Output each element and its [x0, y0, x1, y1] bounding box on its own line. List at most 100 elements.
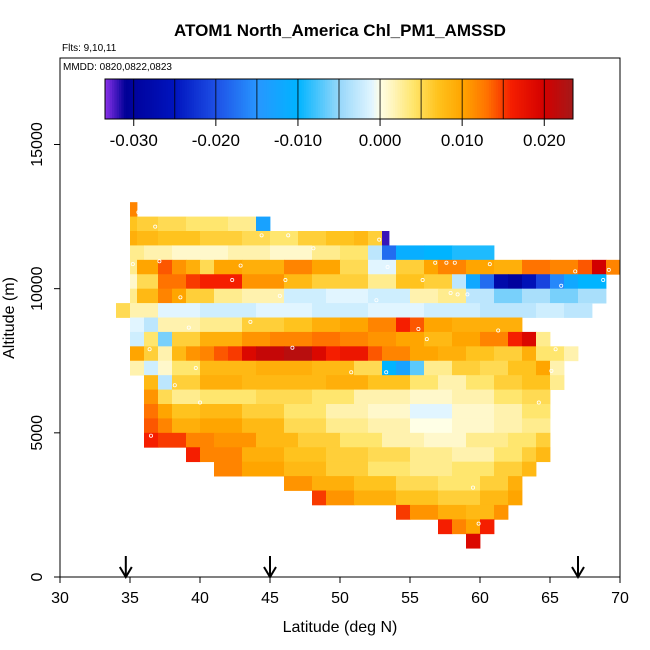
- dates-label: MMDD: 0820,0822,0823: [63, 62, 172, 73]
- heatmap-cell: [424, 259, 439, 275]
- heatmap-cell: [158, 375, 173, 390]
- sample-point: [186, 325, 191, 330]
- colorbar-swatch: [362, 79, 366, 119]
- heatmap-cell: [284, 404, 327, 419]
- heatmap-cell: [172, 346, 187, 362]
- colorbar-tick-label: 0.000: [359, 131, 402, 150]
- colorbar-swatch: [247, 79, 251, 119]
- colorbar-swatch: [182, 79, 186, 119]
- colorbar-swatch: [315, 79, 319, 119]
- colorbar-swatch: [514, 79, 518, 119]
- colorbar-swatch: [392, 79, 396, 119]
- heatmap-cell: [536, 432, 551, 448]
- heatmap-cell: [494, 259, 523, 275]
- colorbar-swatch: [308, 79, 312, 119]
- colorbar-swatch: [470, 79, 473, 119]
- colorbar-swatch: [184, 79, 188, 119]
- heatmap-cell: [116, 303, 131, 318]
- colorbar-swatch: [158, 79, 162, 119]
- colorbar-swatch: [484, 79, 487, 119]
- sample-point: [172, 383, 177, 388]
- heatmap-cell: [130, 216, 138, 232]
- colorbar-swatch: [516, 79, 520, 119]
- heatmap-cell: [270, 231, 299, 246]
- heatmap-cell: [284, 317, 313, 333]
- colorbar-swatch: [193, 79, 197, 119]
- colorbar-swatch: [163, 79, 167, 119]
- heatmap-cell: [452, 360, 481, 376]
- heatmap-cell: [186, 288, 215, 304]
- heatmap-cell: [494, 274, 509, 290]
- heatmap-cell: [494, 461, 523, 477]
- colorbar-swatch: [238, 79, 242, 119]
- heatmap-cell: [438, 504, 467, 520]
- colorbar-swatch: [322, 79, 326, 119]
- heatmap-cell: [158, 331, 173, 347]
- heatmap-cell: [256, 432, 299, 448]
- heatmap-cell: [284, 461, 327, 477]
- colorbar-tick-label: -0.010: [274, 131, 322, 150]
- colorbar-swatch: [266, 79, 270, 119]
- heatmap-cell: [284, 447, 327, 463]
- heatmap-cell: [144, 331, 159, 347]
- heatmap-cell: [480, 519, 495, 535]
- heatmap-cell: [466, 259, 495, 275]
- colorbar-swatch: [313, 79, 317, 119]
- heatmap-cell: [242, 346, 257, 362]
- heatmap-cell: [130, 288, 138, 304]
- colorbar-swatch: [453, 79, 457, 119]
- sample-point: [286, 233, 291, 238]
- heatmap-cell: [200, 404, 243, 419]
- colorbar-swatch: [486, 79, 490, 119]
- colorbar-swatch: [200, 79, 204, 119]
- heatmap-cell: [200, 389, 257, 405]
- heatmap-cell: [326, 447, 369, 463]
- colorbar-swatch: [210, 79, 214, 119]
- heatmap-cell: [200, 274, 243, 290]
- colorbar-swatch: [285, 79, 289, 119]
- heatmap-cell: [130, 245, 145, 261]
- colorbar-swatch: [341, 79, 345, 119]
- colorbar-swatch: [432, 79, 436, 119]
- colorbar-swatch: [418, 79, 422, 119]
- colorbar-swatch: [381, 79, 384, 119]
- colorbar-tick-label: 0.020: [523, 131, 566, 150]
- colorbar-swatch: [491, 79, 494, 119]
- heatmap-cell: [130, 274, 138, 290]
- chart-title: ATOM1 North_America Chl_PM1_AMSSD: [174, 21, 506, 40]
- colorbar-swatch: [107, 79, 111, 119]
- colorbar-swatch: [123, 79, 127, 119]
- colorbar-swatch: [561, 79, 565, 119]
- colorbar-swatch: [257, 79, 260, 119]
- colorbar-swatch: [385, 79, 389, 119]
- heatmap-cell: [214, 346, 229, 362]
- heatmap-cell: [312, 245, 341, 261]
- colorbar-swatch: [121, 79, 125, 119]
- heatmap-cell: [312, 331, 341, 347]
- sample-point: [148, 433, 153, 438]
- heatmap-cell: [256, 360, 313, 376]
- heatmap-cell: [368, 346, 383, 362]
- heatmap-cell: [564, 346, 579, 362]
- heatmap-cell: [522, 461, 537, 477]
- sample-point: [416, 327, 421, 332]
- heatmap-cell: [424, 331, 453, 347]
- heatmap-cell: [536, 346, 565, 362]
- y-axis: 0 5000 10000 15000: [29, 122, 60, 581]
- colorbar-swatch: [528, 79, 532, 119]
- colorbar-swatch: [299, 79, 303, 119]
- colorbar-swatch: [275, 79, 279, 119]
- colorbar-swatch: [224, 79, 228, 119]
- x-tick-label: 40: [191, 590, 209, 607]
- heatmap-cell: [158, 404, 173, 419]
- colorbar-swatch: [395, 79, 398, 119]
- heatmap-cell: [214, 461, 243, 477]
- heatmap-cell: [438, 375, 467, 390]
- heatmap-cell: [158, 231, 201, 246]
- heatmap-cell: [158, 418, 173, 434]
- colorbar-swatch: [149, 79, 153, 119]
- heatmap-cell: [508, 490, 523, 506]
- sample-point: [277, 293, 282, 298]
- heatmap-cell: [200, 360, 257, 376]
- heatmap-cell: [508, 476, 523, 491]
